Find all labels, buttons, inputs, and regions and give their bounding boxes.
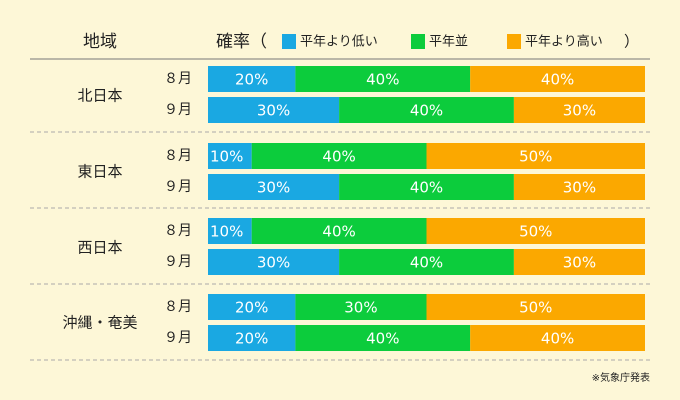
data-label: 40%: [410, 179, 443, 197]
month-label: ９月: [164, 330, 192, 346]
bar-segment: [295, 66, 471, 92]
data-label: 50%: [519, 223, 552, 241]
bar-segment: [208, 218, 252, 244]
bar-segment: [513, 249, 645, 275]
month-label: ８月: [164, 71, 192, 87]
data-label: 10%: [210, 148, 243, 166]
month-label: ９月: [164, 179, 192, 195]
month-label: ９月: [164, 102, 192, 118]
month-label: ８月: [164, 299, 192, 315]
data-label: 20%: [235, 330, 268, 348]
bar-segment: [208, 249, 340, 275]
legend-label: 平年より低い: [300, 35, 378, 50]
bar-segment: [251, 218, 427, 244]
legend-swatch: [282, 34, 296, 49]
bar-segment: [208, 66, 296, 92]
bar-segment: [208, 294, 296, 320]
bar-segment: [208, 143, 252, 169]
data-label: 40%: [410, 254, 443, 272]
region-label: 沖縄・奄美: [62, 314, 137, 332]
data-label: 40%: [410, 102, 443, 120]
bar-segment: [426, 294, 645, 320]
data-label: 40%: [541, 330, 574, 348]
bar-segment: [251, 143, 427, 169]
data-label: 40%: [322, 223, 355, 241]
close-paren: ）: [624, 33, 639, 51]
data-label: 30%: [344, 299, 377, 317]
month-label: ８月: [164, 223, 192, 239]
data-label: 30%: [257, 254, 290, 272]
bar-segment: [513, 174, 645, 200]
legend-swatch: [507, 34, 521, 49]
data-label: 10%: [210, 223, 243, 241]
bar-segment: [339, 97, 514, 123]
month-label: ９月: [164, 254, 192, 270]
bar-segment: [426, 143, 645, 169]
region-label: 北日本: [77, 87, 122, 105]
bar-segment: [339, 174, 514, 200]
data-label: 40%: [366, 71, 399, 89]
region-header: 地域: [83, 32, 117, 52]
data-label: 50%: [519, 148, 552, 166]
legend-swatch: [411, 34, 425, 49]
bar-segment: [426, 218, 645, 244]
bar-segment: [470, 66, 645, 92]
bar-segment: [208, 97, 340, 123]
data-label: 30%: [257, 102, 290, 120]
legend-label: 平年並: [429, 35, 468, 50]
source-note: ※気象庁発表: [592, 371, 650, 384]
region-label: 西日本: [77, 239, 122, 257]
bar-segment: [208, 325, 296, 351]
data-label: 30%: [563, 179, 596, 197]
data-label: 50%: [519, 299, 552, 317]
data-label: 20%: [235, 299, 268, 317]
bar-segment: [339, 249, 514, 275]
bar-segment: [208, 174, 340, 200]
month-label: ８月: [164, 148, 192, 164]
data-label: 40%: [322, 148, 355, 166]
data-label: 30%: [257, 179, 290, 197]
bar-segment: [295, 294, 427, 320]
legend-label: 平年より高い: [525, 34, 603, 50]
bar-segment: [513, 97, 645, 123]
bar-segment: [295, 325, 471, 351]
bar-segment: [470, 325, 645, 351]
data-label: 30%: [563, 254, 596, 272]
region-label: 東日本: [77, 163, 122, 181]
probability-header: 確率（: [216, 32, 267, 52]
data-label: 20%: [235, 71, 268, 89]
data-label: 40%: [366, 330, 399, 348]
data-label: 40%: [541, 71, 574, 89]
data-label: 30%: [563, 102, 596, 120]
